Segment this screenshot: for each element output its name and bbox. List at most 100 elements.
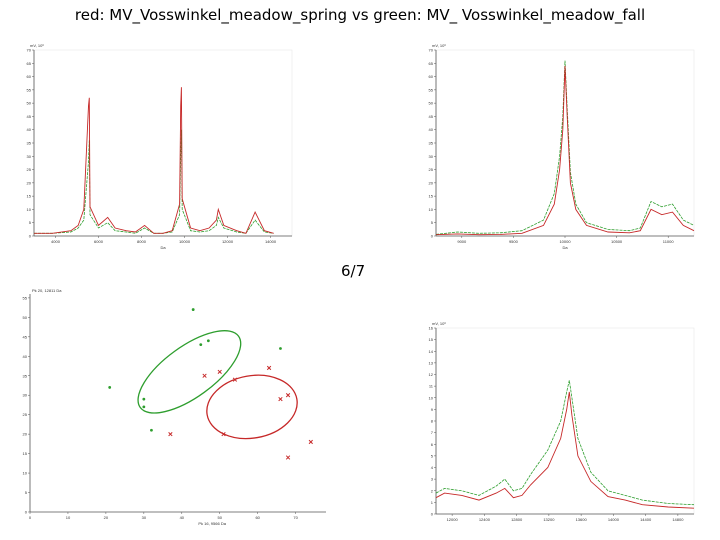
detail-series-green-line	[435, 60, 695, 235]
spectrum-detail-chart: 0 5 10 15 20 25 30 35 40 45 50 55 60 65 70 9000 9500 1000…	[429, 43, 695, 250]
scatter-x-tick-label: 20	[104, 515, 109, 520]
zoom-y-tick-label: 6	[431, 442, 434, 447]
scatter-point-green	[142, 397, 146, 401]
scatter-y-tick-label: 20	[23, 432, 28, 437]
zoom-y-tick-label: 4	[431, 465, 434, 470]
detail-y-tick-label: 25	[429, 167, 434, 172]
zoom-x-tick-label: 13600	[576, 517, 588, 522]
scatter-y-tick-label: 15	[23, 451, 28, 456]
scatter-y-tick-label: 0	[25, 510, 28, 515]
overview-y-tick-label: 30	[27, 154, 32, 159]
overview-y-tick-label: 65	[27, 61, 32, 66]
scatter-x-tick-label: 10	[66, 515, 71, 520]
overview-y-tick-label: 25	[27, 167, 32, 172]
overview-x-tick-label: 10000	[179, 239, 191, 244]
zoom-series-green-line	[435, 380, 695, 506]
overview-series-red-line	[34, 87, 274, 234]
scatter-x-tick-label: 0	[29, 515, 32, 520]
zoom-y-tick-label: 2	[431, 488, 434, 493]
detail-x-tick-label: 9000	[457, 239, 467, 244]
detail-y-tick-label: 70	[429, 48, 434, 53]
zoom-y-tick-label: 11	[429, 384, 434, 389]
detail-y-tick-label: 40	[429, 127, 434, 132]
scatter-x-tick-label: 30	[142, 515, 147, 520]
detail-y-tick-label: 45	[429, 114, 434, 119]
scatter-point-red	[217, 369, 222, 375]
overview-x-tick-label: 6000	[94, 239, 104, 244]
zoom-y-tick-label: 7	[431, 430, 434, 435]
overview-y-tick-label: 70	[27, 48, 32, 53]
detail-y-tick-label: 50	[429, 101, 434, 106]
scatter-y-tick-label: 25	[23, 412, 28, 417]
detail-y-tick-label: 0	[431, 234, 434, 239]
scatter-x-tick-label: 60	[255, 515, 260, 520]
zoom-y-tick-label: 0	[431, 512, 434, 517]
scatter-point-green	[142, 405, 146, 409]
zoom-y-tick-label: 1	[431, 500, 434, 505]
scatter-x-tick-label: 40	[180, 515, 185, 520]
overview-x-tick-label: 4000	[51, 239, 61, 244]
scatter-y-tick-label: 40	[23, 354, 28, 359]
scatter-point-green	[199, 343, 203, 347]
detail-y-tick-label: 60	[429, 74, 434, 79]
page-number: 6/7	[341, 262, 366, 280]
scatter-point-red	[202, 373, 207, 378]
zoom-y-tick-label: 15	[429, 337, 434, 342]
detail-x-tick-label: 10500	[611, 239, 623, 244]
detail-x-tick-label: 11000	[663, 239, 675, 244]
overview-y-tick-label: 20	[27, 180, 32, 185]
overview-x-tick-label: 8000	[137, 239, 147, 244]
scatter-y-tick-label: 50	[23, 315, 28, 320]
detail-y-tick-label: 30	[429, 154, 434, 159]
scatter-point-red	[232, 377, 238, 382]
scatter-y-tick-label: 35	[23, 373, 28, 378]
zoom-y-tick-label: 10	[429, 395, 434, 400]
detail-y-tick-label: 20	[429, 180, 434, 185]
overview-y-tick-label: 55	[27, 87, 32, 92]
peak-scatter-chart: 0 5 10 15 20 25 30 35 40 45 50 55 0 10 20 30 40 50 60 70 Pk …	[23, 288, 326, 526]
detail-y-axis-label: mV, 10³	[432, 43, 446, 48]
zoom-y-tick-label: 12	[429, 372, 434, 377]
detail-x-tick-label: 9500	[509, 239, 519, 244]
detail-x-axis-label: Da	[562, 245, 568, 250]
scatter-y-axis-label: Pk 20, 12811 Da	[32, 288, 62, 293]
scatter-point-red	[285, 393, 291, 398]
scatter-y-tick-label: 10	[23, 471, 28, 476]
zoom-x-tick-label: 14000	[608, 517, 620, 522]
detail-y-tick-label: 5	[431, 220, 434, 225]
spectrum-overview-chart: 0 5 10 15 20 25 30 35 40 45 50 55 60 65 70 4000 6000 8000…	[27, 43, 293, 250]
overview-y-tick-label: 45	[27, 114, 32, 119]
zoom-y-axis-label: mV, 10³	[432, 321, 446, 326]
overview-series-green-line	[34, 129, 274, 234]
scatter-point-red	[168, 431, 173, 437]
scatter-point-red	[308, 439, 313, 445]
scatter-point-green	[108, 386, 112, 389]
zoom-y-tick-label: 16	[429, 326, 434, 331]
detail-y-tick-label: 10	[429, 207, 434, 212]
scatter-point-red	[278, 396, 283, 402]
detail-x-tick-label: 10000	[559, 239, 571, 244]
scatter-point-green	[191, 308, 195, 311]
scatter-y-tick-label: 30	[23, 393, 28, 398]
zoom-y-tick-label: 8	[431, 419, 434, 424]
overview-y-tick-label: 40	[27, 127, 32, 132]
zoom-y-tick-label: 3	[431, 477, 434, 482]
overview-y-tick-label: 5	[29, 220, 32, 225]
detail-y-tick-label: 35	[429, 141, 434, 146]
scatter-x-axis-label: Pk 16, 9566 Da	[198, 521, 226, 526]
scatter-ellipse-green	[137, 330, 242, 414]
scatter-point-green	[279, 347, 282, 350]
zoom-x-tick-label: 12800	[511, 517, 523, 522]
scatter-point-green	[150, 428, 153, 432]
scatter-x-tick-label: 50	[218, 515, 223, 520]
detail-series-red-line	[435, 65, 695, 236]
scatter-point-red	[221, 431, 226, 437]
zoom-plot-frame	[435, 327, 695, 515]
scatter-point-green	[206, 339, 210, 343]
zoom-x-tick-label: 13200	[543, 517, 555, 522]
scatter-y-tick-label: 55	[23, 295, 28, 300]
overview-y-tick-label: 50	[27, 101, 32, 106]
overview-x-axis-label: Da	[160, 245, 166, 250]
zoom-y-tick-label: 14	[429, 349, 434, 354]
scatter-y-tick-label: 5	[25, 490, 28, 495]
